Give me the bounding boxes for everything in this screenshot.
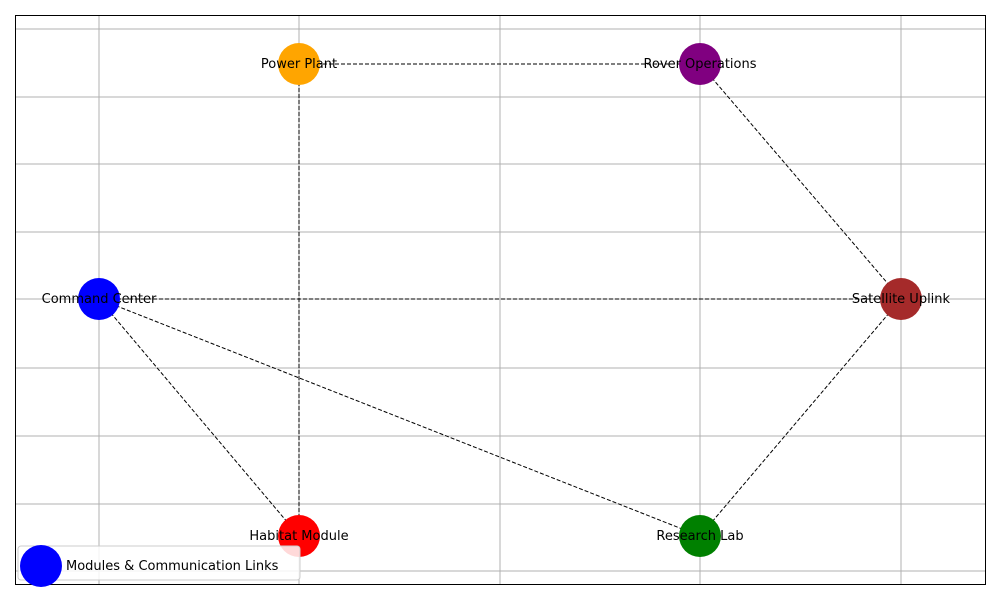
grid (16, 16, 985, 584)
legend: Modules & Communication Links (17, 545, 301, 587)
legend-marker (20, 545, 62, 587)
edge-command-center-to-habitat-module (98, 298, 300, 537)
edge-satellite-uplink-to-research-lab (699, 298, 902, 537)
nodes: Command Center Habitat Module Power Plant R… (42, 43, 951, 557)
legend-label: Modules & Communication Links (66, 559, 279, 574)
node-label-rover-operations: Rover Operations (643, 57, 756, 72)
node-command-center (78, 278, 120, 320)
node-label-command-center: Command Center (42, 292, 157, 307)
node-power-plant (278, 43, 320, 85)
edge-rover-operations-to-satellite-uplink (699, 63, 902, 300)
legend-box (17, 545, 301, 581)
edge-command-center-to-research-lab (98, 298, 701, 537)
node-label-satellite-uplink: Satellite Uplink (852, 292, 951, 307)
node-research-lab (679, 515, 721, 557)
plot-frame (15, 15, 986, 585)
node-label-power-plant: Power Plant (261, 57, 337, 72)
edges (98, 63, 902, 537)
node-label-habitat-module: Habitat Module (249, 529, 348, 544)
node-label-research-lab: Research Lab (656, 529, 743, 544)
node-rover-operations (679, 43, 721, 85)
node-satellite-uplink (880, 278, 922, 320)
